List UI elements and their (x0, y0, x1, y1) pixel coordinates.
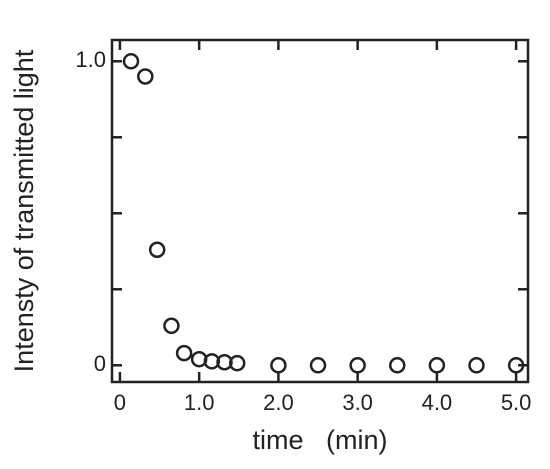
x-tick-label: 0 (114, 390, 126, 415)
point (148, 241, 166, 259)
point (270, 357, 287, 374)
plot-frame (110, 38, 530, 384)
point (468, 357, 485, 374)
point (137, 68, 154, 85)
x-tick-label: 1.0 (184, 390, 215, 415)
y-axis-title: Intensty of transmitted light (9, 49, 39, 372)
point (309, 357, 327, 374)
point (349, 357, 366, 374)
point (175, 344, 193, 362)
x-tick-label: 4.0 (422, 390, 453, 415)
point (163, 317, 180, 335)
point (389, 357, 406, 374)
x-tick-label: 5.0 (501, 390, 532, 415)
point (507, 357, 525, 374)
point (203, 353, 221, 370)
point (228, 354, 246, 372)
x-tick-label: 2.0 (263, 390, 294, 415)
point (216, 353, 233, 371)
y-tick-label: 0 (94, 351, 106, 376)
x-tick-label: 3.0 (342, 390, 373, 415)
point (122, 53, 140, 70)
point (428, 357, 446, 374)
y-tick-label: 1.0 (75, 47, 106, 72)
x-axis-title: time (min) (253, 425, 388, 455)
